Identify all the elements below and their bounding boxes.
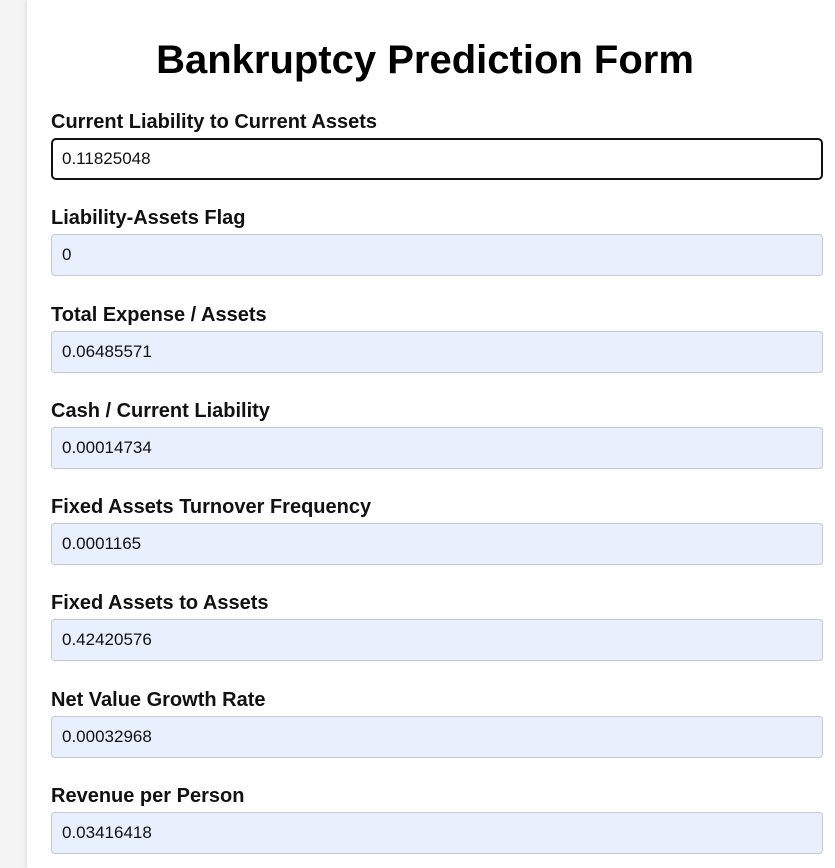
cash-current-liability-input[interactable] [51,427,823,469]
form-card: Bankruptcy Prediction Form Current Liabi… [27,0,835,868]
field-label: Current Liability to Current Assets [51,111,377,133]
field-label: Liability-Assets Flag [51,207,246,229]
field-label: Cash / Current Liability [51,400,270,422]
field-label: Fixed Assets to Assets [51,592,269,614]
liability-assets-flag-input[interactable] [51,234,823,276]
field-label: Net Value Growth Rate [51,689,266,711]
field-label: Fixed Assets Turnover Frequency [51,496,372,518]
current-liability-to-current-assets-input[interactable] [51,138,823,180]
field-label: Total Expense / Assets [51,304,267,326]
revenue-per-person-input[interactable] [51,812,823,854]
fixed-assets-to-assets-input[interactable] [51,619,823,661]
total-expense-assets-input[interactable] [51,331,823,373]
fixed-assets-turnover-frequency-input[interactable] [51,523,823,565]
field-label: Revenue per Person [51,785,245,807]
net-value-growth-rate-input[interactable] [51,716,823,758]
page-title: Bankruptcy Prediction Form [156,38,694,82]
